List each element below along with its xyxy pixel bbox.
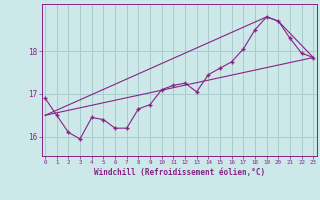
X-axis label: Windchill (Refroidissement éolien,°C): Windchill (Refroidissement éolien,°C) xyxy=(94,168,265,177)
